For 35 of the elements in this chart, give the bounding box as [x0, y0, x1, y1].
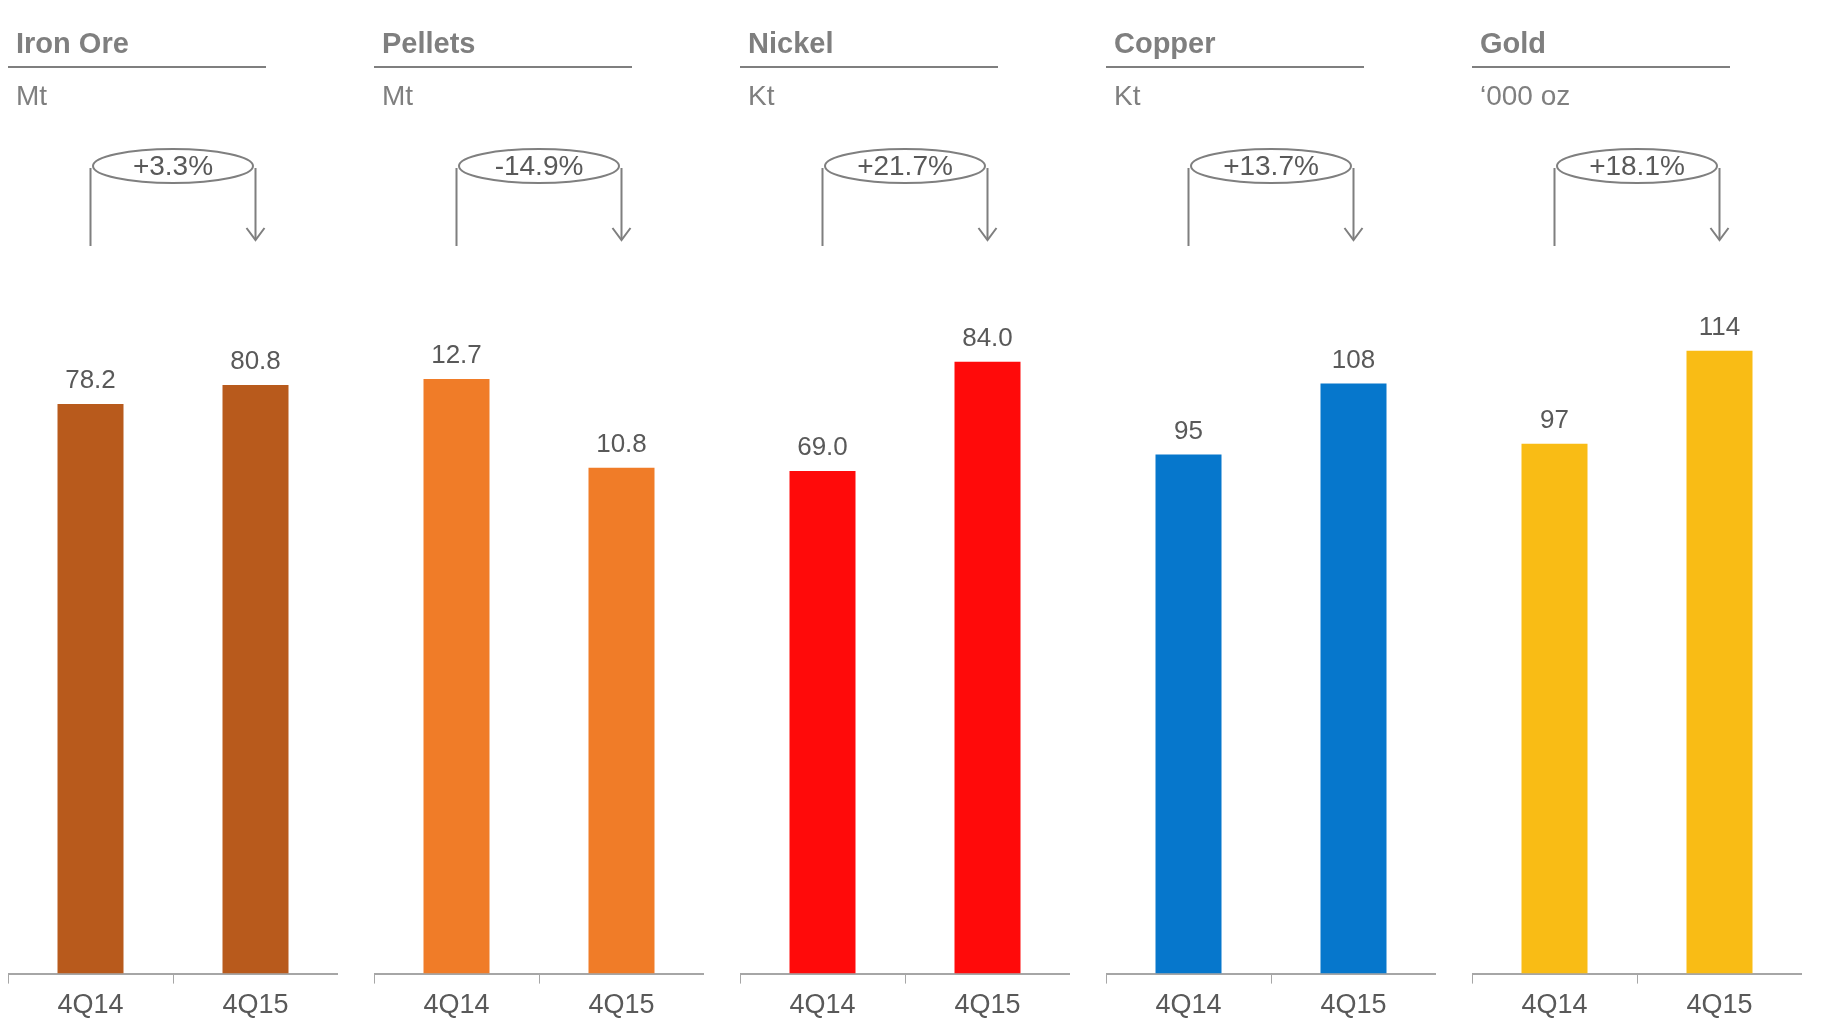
x-tick-label: 4Q14 — [57, 989, 124, 1020]
data-label: 12.7 — [431, 339, 482, 370]
data-label: 108 — [1331, 343, 1376, 374]
data-label: 78.2 — [65, 364, 116, 395]
x-tick-label: 4Q14 — [789, 989, 856, 1020]
data-label: 10.8 — [596, 428, 647, 459]
chart-title: Copper — [1106, 27, 1364, 68]
x-tick-label: 4Q15 — [222, 989, 289, 1020]
x-tick-label: 4Q14 — [1155, 989, 1222, 1020]
data-label: 114 — [1698, 310, 1741, 341]
chart-title: Gold — [1472, 27, 1730, 68]
data-label: 95 — [1174, 414, 1203, 445]
x-tick-label: 4Q15 — [954, 989, 1021, 1020]
x-tick-label: 4Q14 — [1521, 989, 1588, 1020]
chart-title: Nickel — [740, 27, 998, 68]
chart-title: Pellets — [374, 27, 632, 68]
data-label: 69.0 — [797, 431, 848, 462]
text: -14.9% — [493, 150, 585, 182]
chart-subtitle: Mt — [15, 79, 49, 113]
chart-subtitle: Kt — [747, 79, 776, 113]
text: +18.1% — [1588, 150, 1686, 182]
data-label: 84.0 — [962, 321, 1013, 352]
chart-subtitle: ‘000 oz — [1479, 79, 1572, 113]
chart-subtitle: Mt — [381, 79, 415, 113]
x-tick-label: 4Q15 — [588, 989, 655, 1020]
chart-title: Iron Ore — [8, 27, 266, 68]
text: +13.7% — [1222, 150, 1320, 182]
text: +21.7% — [856, 150, 954, 182]
x-tick-label: 4Q15 — [1686, 989, 1753, 1020]
data-label: 80.8 — [230, 345, 281, 376]
text: +3.3% — [131, 150, 215, 182]
x-tick-label: 4Q14 — [423, 989, 490, 1020]
x-tick-label: 4Q15 — [1320, 989, 1387, 1020]
data-label: 97 — [1540, 403, 1569, 434]
chart-subtitle: Kt — [1113, 79, 1142, 113]
